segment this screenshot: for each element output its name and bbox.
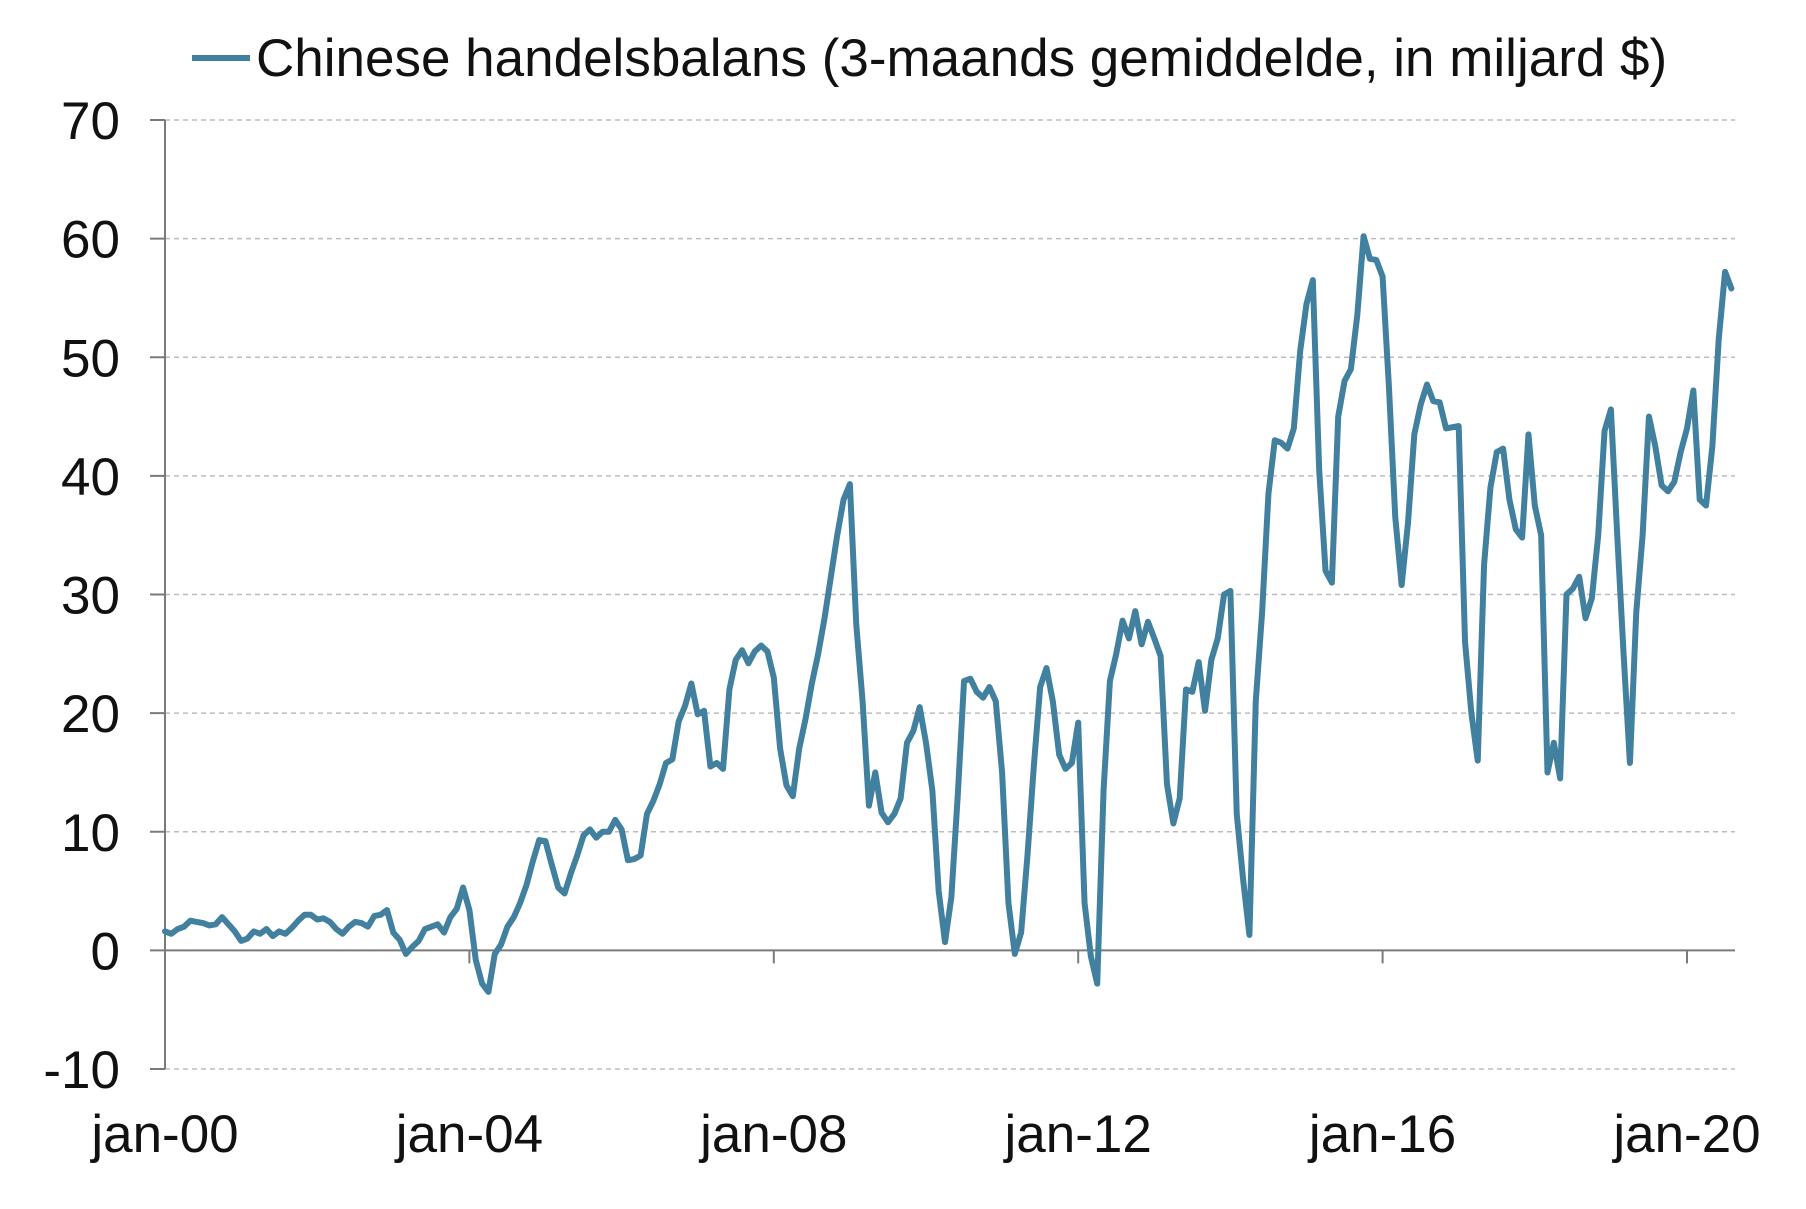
x-tick-label: jan-20 xyxy=(1611,1105,1760,1164)
y-tick-label: 30 xyxy=(61,567,120,626)
y-tick-label: 10 xyxy=(61,804,120,863)
y-tick-label: 0 xyxy=(91,922,120,981)
legend: Chinese handelsbalans (3-maands gemiddel… xyxy=(192,29,1667,88)
y-tick-label: 40 xyxy=(61,448,120,507)
x-tick-label: jan-04 xyxy=(394,1105,543,1164)
series-line xyxy=(162,233,1735,995)
y-tick-label: 20 xyxy=(61,685,120,744)
x-tick-label: jan-12 xyxy=(1003,1105,1152,1164)
x-tick-label: jan-16 xyxy=(1307,1105,1456,1164)
y-tick-label: 50 xyxy=(61,329,120,388)
gridlines xyxy=(165,119,1735,1070)
series xyxy=(162,233,1735,995)
x-tick-label: jan-08 xyxy=(698,1105,847,1164)
y-tick-label: -10 xyxy=(43,1041,120,1100)
axes xyxy=(150,119,1735,1070)
x-tick-label: jan-00 xyxy=(89,1105,238,1164)
y-tick-label: 60 xyxy=(61,211,120,270)
y-tick-label: 70 xyxy=(61,92,120,151)
legend-label: Chinese handelsbalans (3-maands gemiddel… xyxy=(256,29,1667,88)
